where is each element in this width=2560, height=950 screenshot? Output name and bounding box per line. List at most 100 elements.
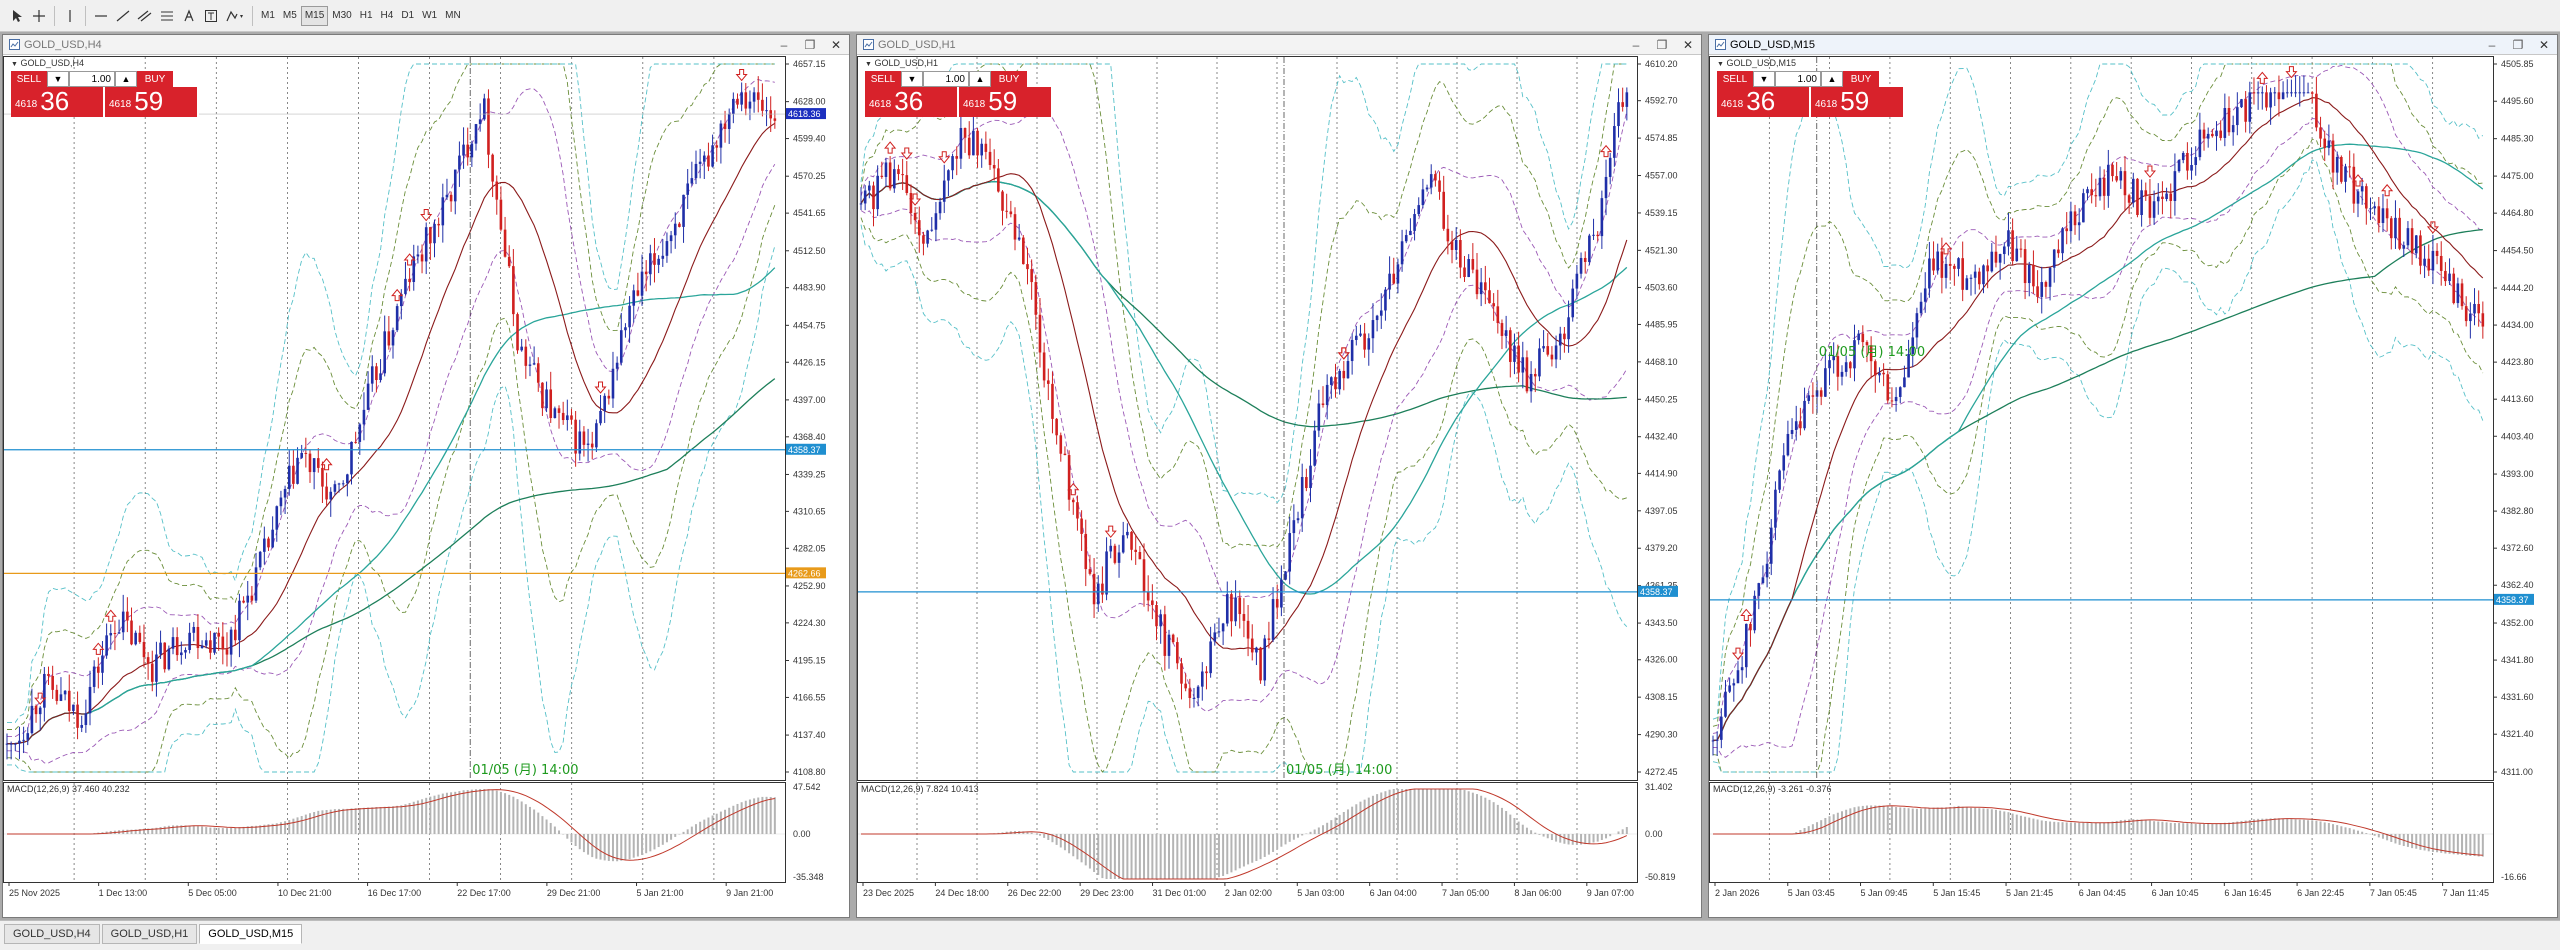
candle-body — [628, 305, 631, 328]
restore-icon[interactable]: ❐ — [1656, 37, 1668, 52]
sell-label[interactable]: SELL — [865, 71, 901, 87]
crosshair-icon[interactable] — [28, 5, 50, 27]
label-icon[interactable] — [200, 5, 222, 27]
price-axis-label: 4195.15 — [793, 656, 826, 666]
lot-size-input[interactable]: 1.00 — [1775, 71, 1821, 87]
signal-arrow-down-icon — [909, 193, 922, 206]
timeframe-h1[interactable]: H1 — [359, 10, 373, 21]
buy-label[interactable]: BUY — [137, 71, 173, 87]
candle-body — [1588, 235, 1591, 262]
candle-body — [159, 642, 162, 655]
buy-button[interactable]: 4618 59 — [959, 87, 1053, 117]
candle-body — [1404, 235, 1408, 242]
close-icon[interactable]: ✕ — [830, 37, 842, 52]
candle-body — [1350, 339, 1354, 362]
candle-body — [988, 151, 992, 166]
candle-body — [520, 346, 523, 351]
candle-body — [424, 227, 428, 262]
chart-tab[interactable]: GOLD_USD,H1 — [101, 924, 198, 944]
channel-icon[interactable] — [134, 5, 156, 27]
buy-label[interactable]: BUY — [1843, 71, 1879, 87]
lot-decrease-icon[interactable]: ▼ — [1753, 71, 1775, 87]
candle-body — [1234, 597, 1237, 622]
lot-increase-icon[interactable]: ▲ — [115, 71, 137, 87]
minimize-icon[interactable]: – — [1632, 37, 1640, 52]
close-icon[interactable]: ✕ — [1682, 37, 1694, 52]
candle-body — [1076, 502, 1079, 519]
candle-body — [167, 648, 171, 670]
candle-body — [1832, 356, 1835, 361]
time-axis-label: 5 Jan 15:45 — [1933, 888, 1980, 898]
chart-tab[interactable]: GOLD_USD,M15 — [199, 924, 303, 944]
price-axis-label: 4454.50 — [2501, 246, 2534, 256]
lot-size-input[interactable]: 1.00 — [69, 71, 115, 87]
minimize-icon[interactable]: – — [2488, 37, 2496, 52]
fibonacci-icon[interactable] — [156, 5, 178, 27]
candle-body — [2477, 303, 2480, 314]
timeframe-m30[interactable]: M30 — [332, 10, 352, 21]
one-click-trading-panel: SELL ▼ 1.00 ▲ BUY 4618 36 4618 59 — [11, 71, 199, 117]
lot-increase-icon[interactable]: ▲ — [969, 71, 991, 87]
candle-body — [1059, 435, 1063, 454]
candle-body — [383, 331, 386, 374]
candle-body — [1608, 157, 1612, 177]
cursor-icon[interactable] — [6, 5, 28, 27]
sell-label[interactable]: SELL — [1717, 71, 1753, 87]
lot-decrease-icon[interactable]: ▼ — [47, 71, 69, 87]
timeframe-m15[interactable]: M15 — [300, 5, 329, 26]
chart-window-h1[interactable]: GOLD_USD,H1 – ❐ ✕ 4610.20 4592.70 4574.85 4557.… — [856, 34, 1702, 918]
signal-arrow-up-icon — [1067, 482, 1080, 496]
timeframe-m1[interactable]: M1 — [261, 10, 275, 21]
candle-body — [1479, 282, 1483, 295]
close-icon[interactable]: ✕ — [2538, 37, 2550, 52]
candle-body — [1621, 102, 1624, 107]
candle-body — [1092, 573, 1096, 605]
hline-orange-tag-bg — [786, 567, 826, 579]
lot-decrease-icon[interactable]: ▼ — [901, 71, 923, 87]
macd-label: MACD(12,26,9) 7.824 10.413 — [861, 784, 979, 794]
candle-body — [1259, 647, 1262, 681]
candle-body — [1517, 345, 1520, 373]
restore-icon[interactable]: ❐ — [804, 37, 816, 52]
buy-button[interactable]: 4618 59 — [1811, 87, 1905, 117]
candle-body — [258, 551, 262, 568]
lot-size-input[interactable]: 1.00 — [923, 71, 969, 87]
buy-label[interactable]: BUY — [991, 71, 1027, 87]
text-icon[interactable] — [178, 5, 200, 27]
chart-tab[interactable]: GOLD_USD,H4 — [4, 924, 100, 944]
candle-body — [1022, 237, 1025, 265]
sell-button[interactable]: 4618 36 — [1717, 87, 1811, 117]
window-titlebar[interactable]: GOLD_USD,H4 – ❐ ✕ — [3, 35, 849, 55]
candle-body — [146, 657, 150, 664]
minimize-icon[interactable]: – — [780, 37, 788, 52]
candle-body — [1944, 263, 1948, 278]
chart-window-m15[interactable]: GOLD_USD,M15 – ❐ ✕ 4505.85 4495.60 4485.30 4475… — [1708, 34, 2558, 918]
timeframe-mn[interactable]: MN — [445, 10, 461, 21]
buy-button[interactable]: 4618 59 — [105, 87, 199, 117]
candle-body — [34, 705, 38, 715]
sell-label[interactable]: SELL — [11, 71, 47, 87]
vertical-line-icon[interactable] — [59, 5, 81, 27]
candle-body — [130, 620, 133, 645]
horizontal-line-icon[interactable] — [90, 5, 112, 27]
price-axis-label: 4166.55 — [793, 692, 826, 702]
window-titlebar[interactable]: GOLD_USD,H1 – ❐ ✕ — [857, 35, 1701, 55]
shapes-icon[interactable] — [222, 5, 248, 27]
window-titlebar[interactable]: GOLD_USD,M15 – ❐ ✕ — [1709, 35, 2557, 55]
timeframe-w1[interactable]: W1 — [422, 10, 438, 21]
candle-body — [1171, 634, 1175, 643]
candle-body — [499, 199, 503, 230]
price-chart: 4505.85 4495.60 4485.30 4475.00 4464.80 4454.… — [1709, 56, 2534, 898]
trendline-icon[interactable] — [112, 5, 134, 27]
chart-window-h4[interactable]: GOLD_USD,H4 – ❐ ✕ 4657.15 4628.00 4599.40 4570.… — [2, 34, 850, 918]
lot-increase-icon[interactable]: ▲ — [1821, 71, 1843, 87]
restore-icon[interactable]: ❐ — [2512, 37, 2524, 52]
symbol-label: GOLD_USD,M15 — [1726, 58, 1796, 68]
timeframe-h4[interactable]: H4 — [380, 10, 394, 21]
symbol-dropdown-icon: ▼ — [11, 61, 18, 68]
sell-button[interactable]: 4618 36 — [865, 87, 959, 117]
timeframe-d1[interactable]: D1 — [401, 10, 415, 21]
timeframe-m5[interactable]: M5 — [282, 10, 297, 21]
sell-button[interactable]: 4618 36 — [11, 87, 105, 117]
candle-body — [1017, 237, 1021, 240]
